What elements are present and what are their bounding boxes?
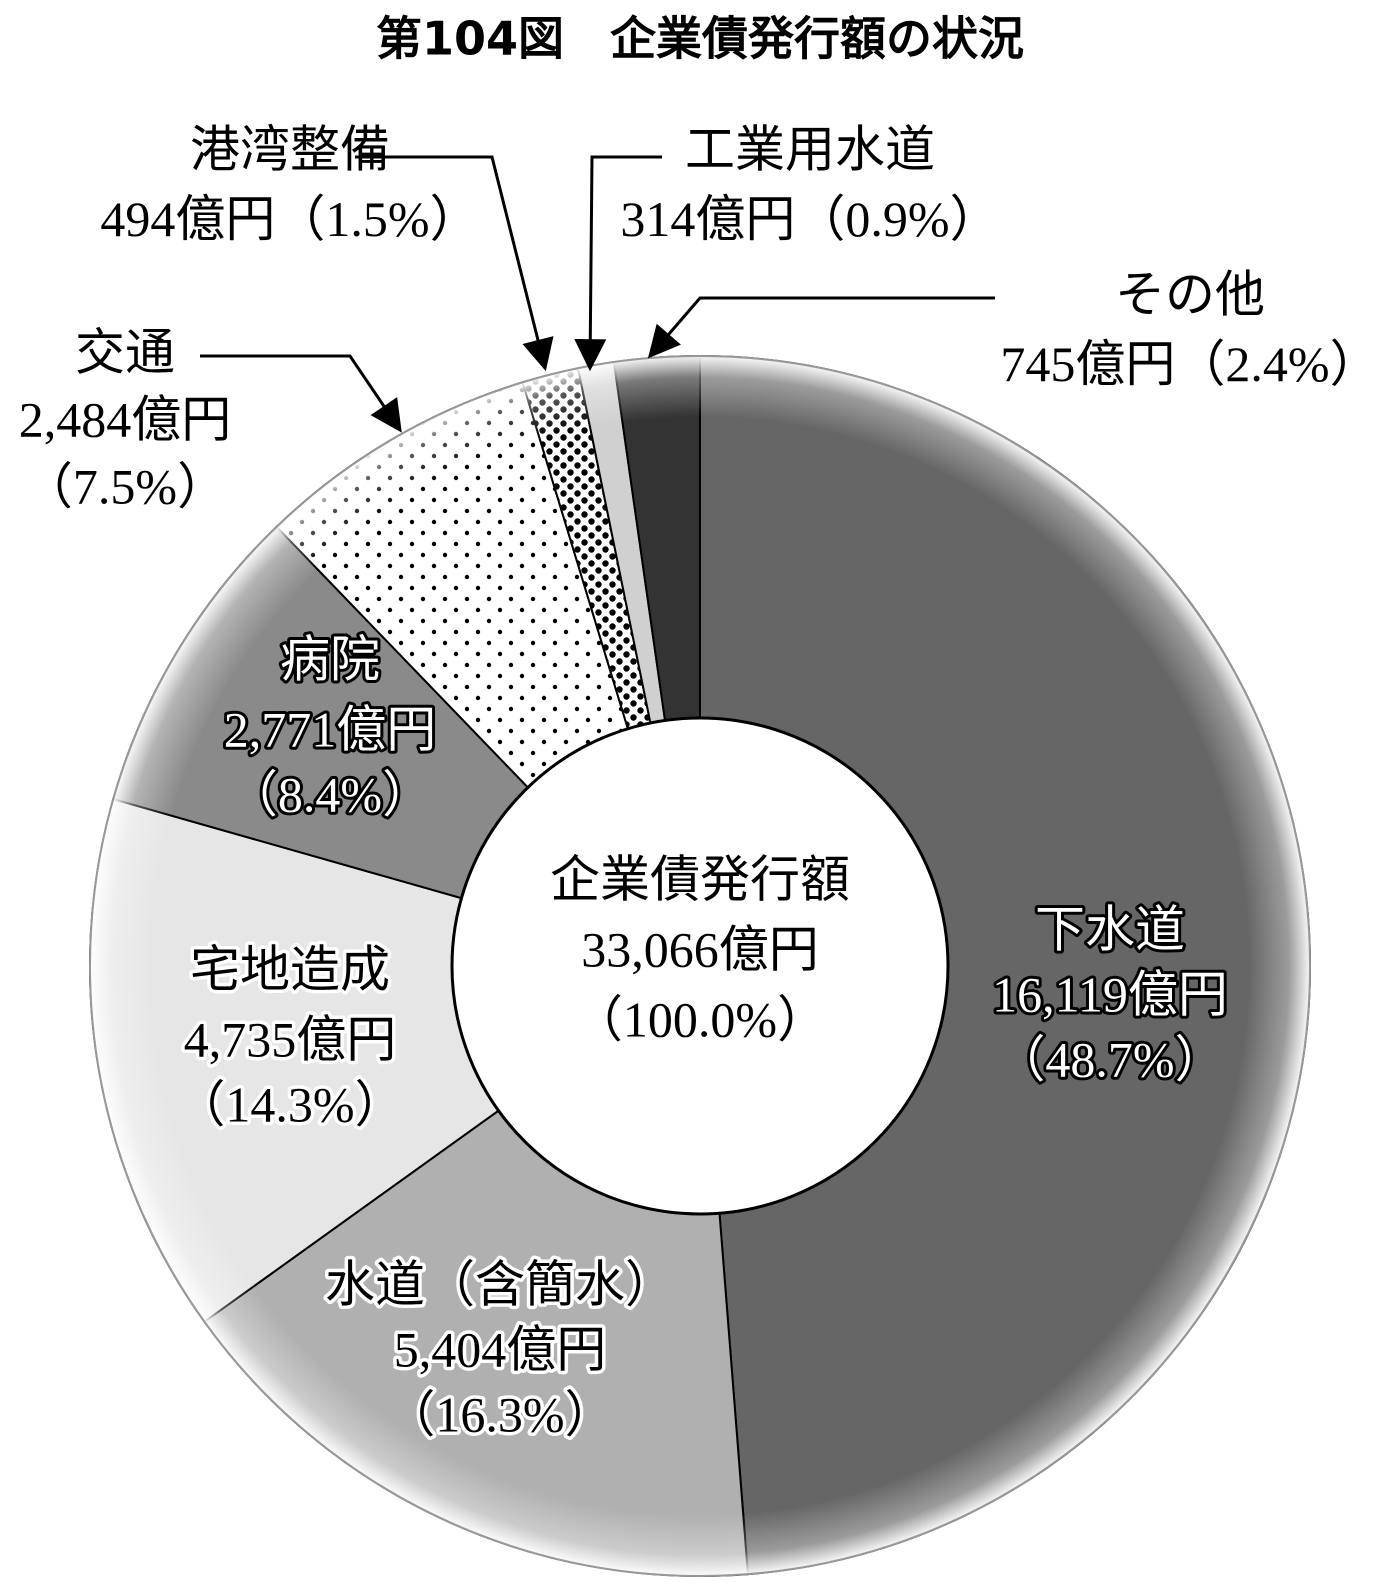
leader-line (574, 155, 662, 372)
category-label: 交通 (75, 324, 175, 380)
value-line: 314億円（0.9%） (620, 191, 999, 247)
percent-label: （2.4%） (1175, 336, 1379, 392)
value-line: 494億円（1.5%） (100, 191, 479, 247)
center-hole (450, 716, 950, 1216)
percent-label: （16.3%） (385, 1386, 614, 1442)
category-label: 港湾整備 (190, 121, 390, 177)
category-label: 下水道 (1035, 901, 1185, 957)
value-label: 4,735億円 (184, 1011, 397, 1067)
chart-title: 第104図 企業債発行額の状況 (376, 12, 1024, 66)
category-label: 病院 (280, 631, 380, 687)
leader-line (355, 155, 554, 372)
labels: 下水道 16,119億円 （48.7%） 水道（含簡水） 5,404億円 （16.3%） 宅… (19, 121, 1380, 1446)
percent-label: （1.5%） (275, 191, 479, 247)
percent-label: （14.3%） (175, 1076, 404, 1132)
percent-label: （7.5%） (23, 458, 227, 514)
center-value-label: 33,066億円 (581, 921, 819, 977)
leader-line (200, 354, 402, 433)
category-label: 宅地造成 (190, 941, 390, 997)
percent-label: （48.7%） (995, 1031, 1224, 1087)
leader-line (647, 296, 995, 359)
percent-label: （0.9%） (795, 191, 999, 247)
value-label: 2,771億円 (224, 701, 437, 757)
value-label: 16,119億円 (992, 966, 1228, 1022)
category-label: 工業用水道 (685, 121, 935, 177)
center-label: 企業債発行額 (550, 851, 850, 907)
value-label: 494億円 (100, 191, 275, 247)
value-line: 745億円（2.4%） (1000, 336, 1379, 392)
slices (89, 354, 1311, 1577)
category-label: 水道（含簡水） (325, 1256, 675, 1312)
value-label: 2,484億円 (19, 391, 232, 447)
value-label: 745億円 (1000, 336, 1175, 392)
leader-lines (200, 155, 995, 433)
center-percent-label: （100.0%） (573, 991, 827, 1047)
value-label: 314億円 (620, 191, 795, 247)
category-label: その他 (1115, 266, 1265, 322)
percent-label: （8.4%） (228, 766, 432, 822)
value-label: 5,404億円 (394, 1321, 607, 1377)
